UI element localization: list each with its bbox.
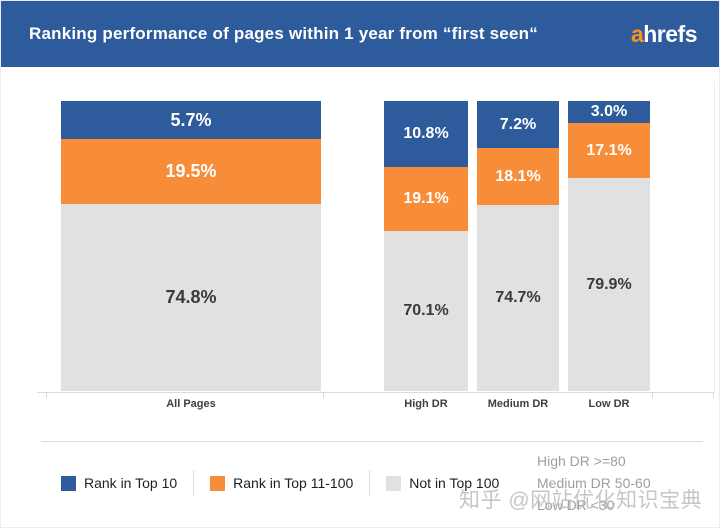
chart-title: Ranking performance of pages within 1 ye…	[29, 24, 538, 43]
bar-segment-rank-in-top-11-100: 19.5%	[61, 139, 321, 204]
bar-segment-rank-in-top-10: 3.0%	[568, 101, 650, 123]
x-axis-tick	[713, 392, 714, 398]
plot-right-border	[714, 81, 715, 392]
legend-label: Rank in Top 11-100	[233, 475, 354, 491]
dr-notes: High DR >=80 Medium DR 50-60 Low DR <30	[537, 450, 651, 516]
legend-item-not-in-top-100: Not in Top 100	[386, 475, 499, 491]
legend-label: Rank in Top 10	[84, 475, 178, 491]
bar-medium-dr: 7.2% 18.1% 74.7%	[477, 101, 559, 391]
bar-segment-rank-in-top-11-100: 19.1%	[384, 167, 468, 231]
legend-item-rank-in-top-10: Rank in Top 10	[61, 475, 177, 491]
bar-low-dr: 3.0% 17.1% 79.9%	[568, 101, 650, 391]
legend-separator	[369, 470, 371, 496]
logo-rest: hrefs	[643, 20, 697, 47]
bar-segment-rank-in-top-10: 10.8%	[384, 101, 468, 167]
category-label-medium-dr: Medium DR	[487, 398, 549, 410]
bar-all-pages: 5.7% 19.5% 74.8%	[61, 101, 321, 391]
bar-segment-rank-in-top-11-100: 17.1%	[568, 123, 650, 178]
logo-accent-letter: a	[630, 20, 644, 47]
bar-segment-not-in-top-100: 70.1%	[384, 231, 468, 391]
category-label-high-dr: High DR	[404, 398, 448, 410]
ahrefs-logo: ahrefs	[630, 20, 698, 48]
watermark: 知乎 @网站优化知识宝典	[459, 489, 703, 512]
note-medium-dr: Medium DR 50-60	[537, 475, 651, 491]
bar-segment-rank-in-top-11-100: 18.1%	[477, 148, 559, 205]
header: Ranking performance of pages within 1 ye…	[1, 1, 719, 67]
legend-swatch	[210, 475, 226, 491]
x-axis-tick	[46, 392, 47, 398]
x-axis-tick	[323, 392, 324, 398]
legend-label: Not in Top 100	[409, 475, 500, 491]
bar-segment-rank-in-top-10: 5.7%	[61, 101, 321, 139]
plot-area: 5.7% 19.5% 74.8% All Pages 10.8% 19.1% 70.1% Hi…	[1, 67, 719, 441]
x-axis-tick	[652, 392, 653, 398]
x-axis-line	[37, 392, 713, 393]
category-label-all-pages: All Pages	[166, 398, 216, 410]
legend-separator	[193, 470, 195, 496]
note-low-dr: Low DR <30	[537, 497, 615, 513]
legend-swatch	[61, 475, 76, 491]
legend-item-rank-in-top-11-100: Rank in Top 11-100	[210, 475, 353, 491]
bar-segment-not-in-top-100: 74.7%	[477, 205, 559, 391]
bar-segment-rank-in-top-10: 7.2%	[477, 101, 559, 148]
note-high-dr: High DR >=80	[537, 453, 626, 469]
legend-divider	[41, 441, 703, 442]
bar-segment-not-in-top-100: 79.9%	[568, 178, 650, 391]
legend: Rank in Top 10 Rank in Top 11-100 Not in T…	[61, 468, 499, 498]
bar-high-dr: 10.8% 19.1% 70.1%	[384, 101, 468, 391]
bar-segment-not-in-top-100: 74.8%	[61, 204, 321, 391]
category-label-low-dr: Low DR	[588, 398, 630, 410]
legend-swatch	[386, 475, 402, 491]
